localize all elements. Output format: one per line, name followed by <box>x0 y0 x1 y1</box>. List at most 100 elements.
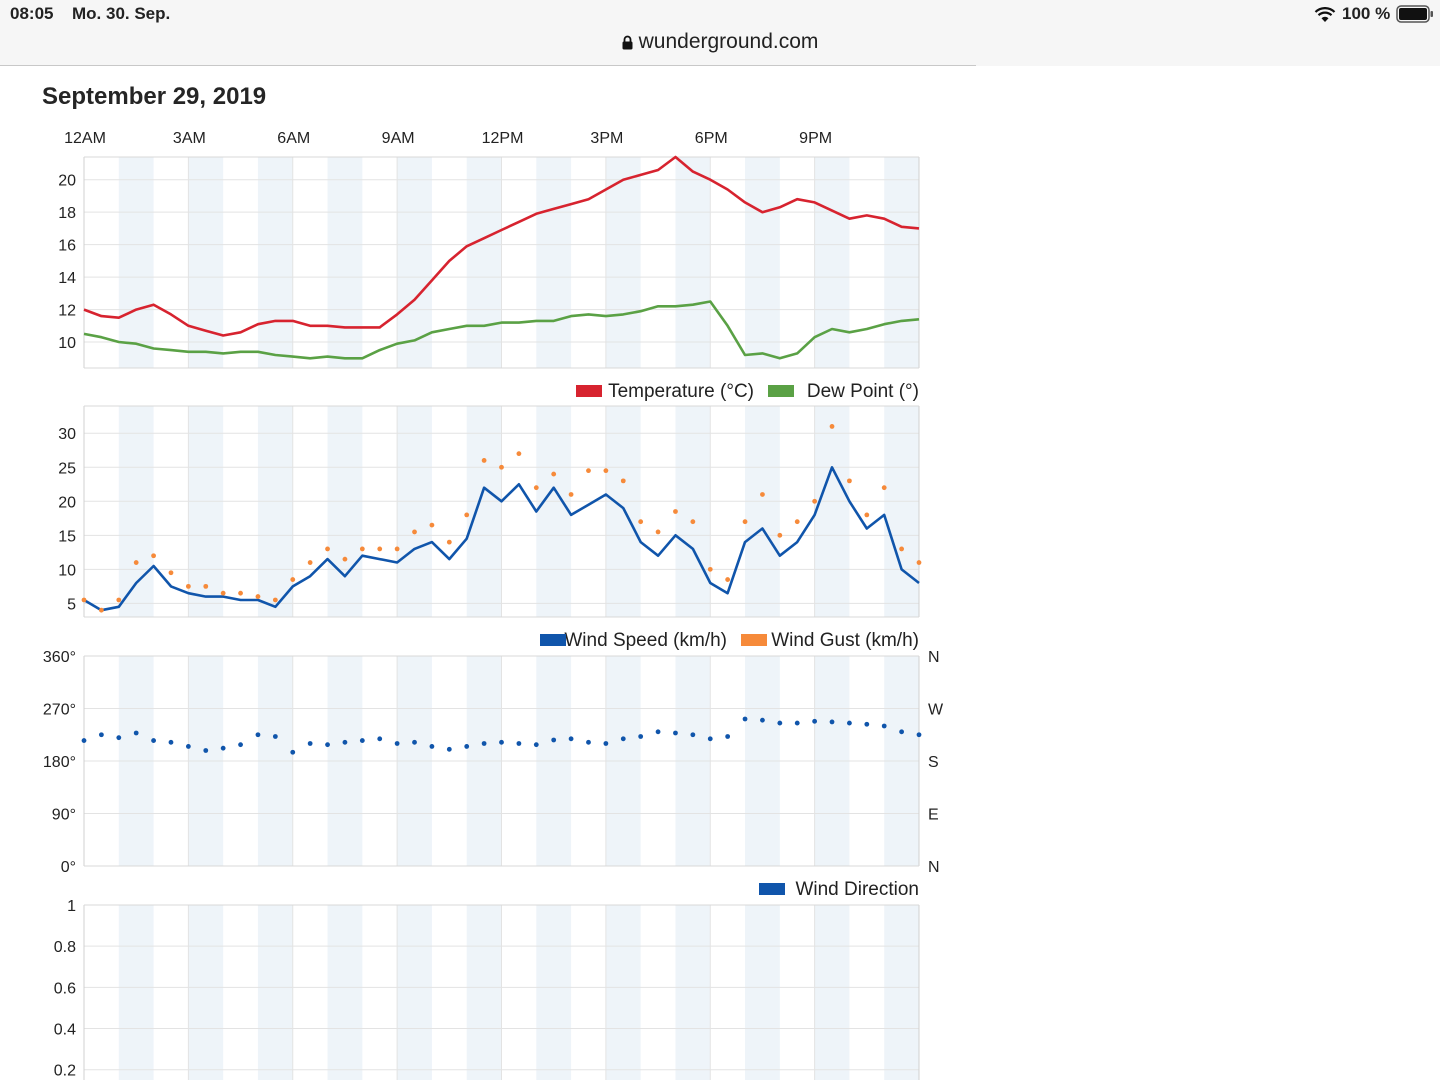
data-point <box>777 532 783 538</box>
y-tick-label: 0.2 <box>54 1063 76 1080</box>
data-point <box>499 739 504 745</box>
data-point <box>168 570 174 576</box>
data-point <box>586 468 591 474</box>
data-point <box>81 597 87 603</box>
compass-label: N <box>928 859 940 876</box>
data-point <box>185 744 191 749</box>
data-point <box>325 742 330 748</box>
hour-band <box>675 157 711 368</box>
y-tick-label: 14 <box>58 270 76 287</box>
hour-band <box>814 406 850 617</box>
data-point <box>394 741 400 746</box>
data-point <box>133 560 139 565</box>
data-point <box>151 738 156 743</box>
hour-band <box>675 406 711 617</box>
hour-band <box>257 157 293 368</box>
data-point <box>673 730 678 736</box>
hour-band <box>118 406 154 617</box>
data-point <box>307 741 313 746</box>
legend-swatch <box>540 634 566 646</box>
legend-label: Dew Point (°) <box>807 381 919 402</box>
hour-band <box>466 157 502 368</box>
data-point <box>760 492 765 497</box>
data-point <box>812 718 818 724</box>
data-point <box>655 529 661 535</box>
hour-band <box>745 905 780 1080</box>
hour-band <box>675 905 711 1080</box>
y-tick-label: 5 <box>67 596 76 613</box>
chart-panel-3: 0° 90° 180° 270° 360° N E S W N Wind Direction <box>43 649 944 900</box>
page-title: September 29, 2019 <box>42 83 267 110</box>
chart-panel-4: 0.2 0.4 0.6 0.8 1 <box>54 898 920 1080</box>
y-tick-label: 0° <box>61 859 76 876</box>
hour-band <box>397 656 432 866</box>
data-point <box>116 597 122 603</box>
hour-band <box>397 905 432 1080</box>
time-axis-label: 6AM <box>277 130 310 147</box>
y-tick-label: 0.8 <box>54 939 76 956</box>
y-tick-label: 12 <box>58 303 76 320</box>
hour-band <box>327 905 363 1080</box>
data-point <box>98 607 104 613</box>
time-axis-label: 12AM <box>64 130 106 147</box>
data-point <box>725 577 731 582</box>
data-point <box>586 739 591 745</box>
time-axis-label: 9AM <box>382 130 415 147</box>
address-bar[interactable]: wunderground.com <box>0 30 1440 54</box>
data-point <box>168 739 174 745</box>
hour-band <box>605 656 641 866</box>
legend-swatch <box>768 385 794 397</box>
data-point <box>359 738 365 743</box>
data-point <box>290 749 296 755</box>
y-tick-label: 15 <box>58 528 76 545</box>
data-point <box>794 720 800 726</box>
data-point <box>533 742 539 748</box>
data-point <box>272 597 278 603</box>
data-point <box>568 736 574 742</box>
data-point <box>429 522 435 528</box>
hour-band <box>536 157 572 368</box>
y-tick-label: 1 <box>67 898 76 915</box>
hour-band <box>118 905 154 1080</box>
y-tick-label: 16 <box>58 238 76 255</box>
battery-icon <box>1396 5 1433 23</box>
data-point <box>481 741 487 746</box>
hour-band <box>745 656 780 866</box>
hour-band <box>118 157 154 368</box>
hour-band <box>745 406 780 617</box>
data-point <box>603 468 609 474</box>
data-point <box>394 546 400 552</box>
time-axis-label: 3AM <box>173 130 206 147</box>
hour-band <box>605 905 641 1080</box>
data-point <box>777 720 783 726</box>
series-line <box>83 466 920 612</box>
hour-band <box>675 656 711 866</box>
hour-band <box>884 656 919 866</box>
compass-label: S <box>928 754 939 771</box>
hour-band <box>257 656 293 866</box>
data-point <box>220 745 226 751</box>
y-tick-label: 10 <box>58 335 76 352</box>
data-point <box>690 519 696 525</box>
data-point <box>185 583 191 589</box>
hour-band <box>814 905 850 1080</box>
hour-band <box>605 157 641 368</box>
data-point <box>499 464 504 470</box>
hour-band <box>536 656 572 866</box>
data-point <box>307 560 313 565</box>
data-point <box>429 744 435 749</box>
data-point <box>116 735 122 741</box>
compass-label: E <box>928 807 939 824</box>
y-tick-label: 20 <box>58 173 76 190</box>
data-point <box>412 739 417 745</box>
y-tick-label: 180° <box>43 754 76 771</box>
data-point <box>603 741 609 746</box>
data-point <box>203 748 209 753</box>
hour-band <box>397 157 432 368</box>
y-tick-label: 30 <box>58 426 76 443</box>
data-point <box>342 739 348 745</box>
data-point <box>794 519 800 525</box>
hour-band <box>884 157 919 368</box>
data-point <box>272 734 278 739</box>
